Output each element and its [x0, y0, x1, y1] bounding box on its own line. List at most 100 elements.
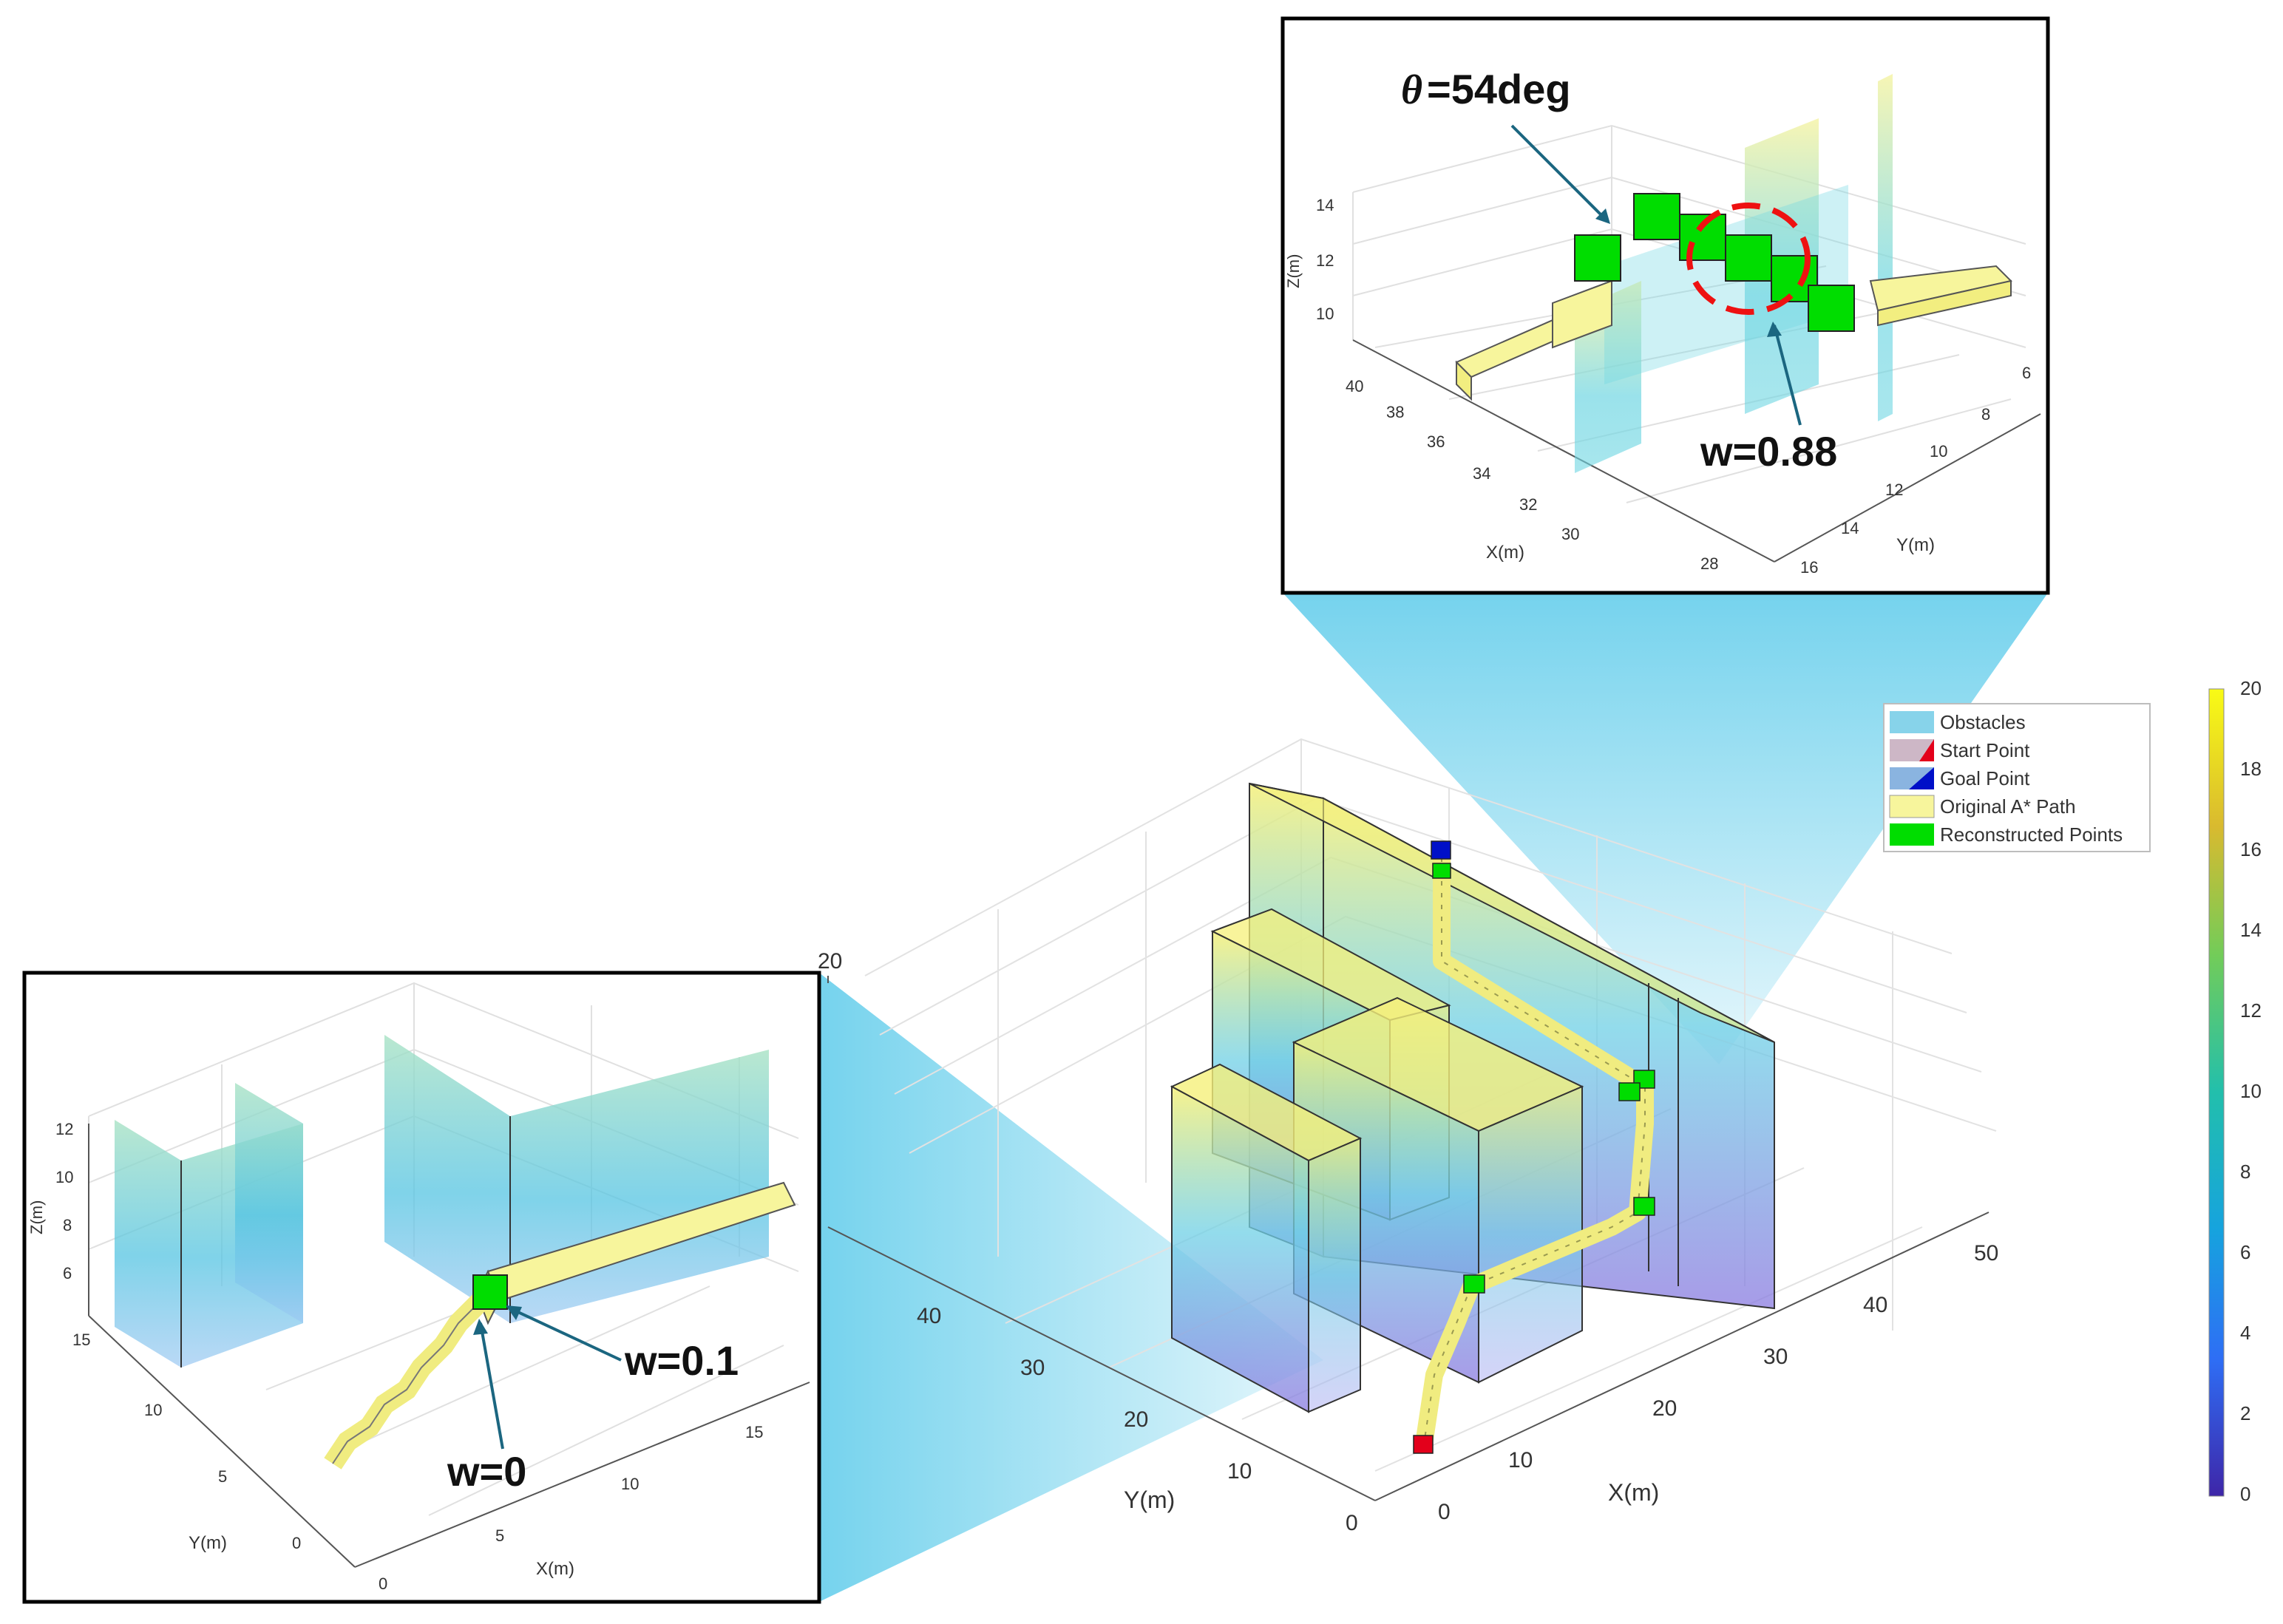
colorbar-tick: 12: [2240, 999, 2262, 1022]
goal-point-marker: [1431, 840, 1451, 860]
legend-label: Goal Point: [1940, 767, 2030, 789]
reconstructed-point: [1808, 285, 1855, 332]
reconstructed-point: [472, 1274, 508, 1310]
theta-arrow: [1510, 124, 1609, 223]
main-path: [1413, 840, 1655, 1454]
x-tick: 38: [1386, 403, 1404, 421]
y-tick: 0: [1346, 1511, 1358, 1535]
main-y-axis-label: Y(m): [1124, 1487, 1175, 1513]
x-tick: 30: [1561, 525, 1579, 543]
path-cube: [1552, 279, 1612, 349]
colorbar-tick: 8: [2240, 1161, 2250, 1183]
reconstructed-point: [1633, 1197, 1655, 1216]
w-arrow: [1773, 325, 1802, 426]
y-tick: 15: [72, 1331, 90, 1349]
theta-label: θ: [1401, 67, 1422, 113]
x-tick: 50: [1974, 1241, 1998, 1265]
w-arrow-1: [509, 1307, 622, 1362]
legend-label: Original A* Path: [1940, 795, 2076, 818]
x-tick: 34: [1473, 464, 1490, 483]
inset-top-z-label: Z(m): [1284, 254, 1303, 288]
w-label-2: w=0: [447, 1448, 526, 1495]
colorbar: 20 18 16 14 12 10 8 6 4 2 0: [2208, 677, 2262, 1505]
y-tick: 8: [1981, 405, 1990, 424]
legend-item-goal: Goal Point: [1890, 767, 2030, 789]
path-cube: [1877, 279, 2012, 327]
legend-item-obstacles: Obstacles: [1890, 711, 2026, 733]
w-arrow-head: [1767, 322, 1782, 337]
inset-left-y-label: Y(m): [189, 1533, 227, 1553]
reconstructed-point: [1618, 1082, 1641, 1101]
callout-beam-left: [819, 973, 1323, 1602]
z-tick-top: 20: [818, 949, 842, 974]
y-tick: 6: [2022, 364, 2031, 382]
original-path: [1414, 857, 1654, 1450]
x-tick: 15: [745, 1423, 763, 1441]
inset-top-y-label: Y(m): [1896, 535, 1935, 555]
path-cube: [1456, 360, 1472, 401]
z-tick: 12: [55, 1120, 73, 1138]
x-tick: 32: [1519, 495, 1537, 514]
x-tick: 20: [1652, 1396, 1677, 1421]
inset-top-reconstructed: [1574, 193, 1855, 332]
start-point-marker: [1413, 1435, 1434, 1454]
legend-label: Start Point: [1940, 739, 2030, 761]
inset-left-x-label: X(m): [536, 1559, 574, 1579]
inset-top-axes: [1352, 339, 2041, 563]
inset-top-x-label: X(m): [1486, 543, 1524, 563]
colorbar-tick: 6: [2240, 1241, 2250, 1263]
legend-label: Obstacles: [1940, 711, 2026, 733]
colorbar-tick: 2: [2240, 1402, 2250, 1424]
w-arrow-1-head: [506, 1305, 522, 1320]
z-tick: 10: [1316, 305, 1334, 323]
inset-top-wall: [1604, 185, 1848, 384]
z-tick: 12: [1316, 251, 1334, 270]
highlight-ellipse: [1686, 203, 1811, 315]
inset-left: w=0.1 w=0 Z(m) 12 10 8 6 15 10 5 0 Y(m) …: [22, 971, 821, 1604]
colorbar-tick: 16: [2240, 838, 2262, 860]
x-tick: 30: [1763, 1345, 1788, 1369]
y-tick: 10: [144, 1401, 162, 1419]
legend-item-original-path: Original A* Path: [1889, 795, 2076, 818]
inset-left-path: [324, 1181, 796, 1470]
main-plot: 0 10 20 30 40 50 0 10 20 30 40 20 X(m) Y…: [818, 738, 1998, 1535]
callout-beam-top: [1283, 593, 2048, 1064]
z-tick: 14: [1316, 196, 1334, 214]
y-tick: 10: [1227, 1459, 1252, 1484]
legend-swatch-triangle: [1909, 767, 1934, 789]
main-axes: [827, 976, 1989, 1501]
x-tick: 10: [1508, 1448, 1533, 1472]
colorbar-tick: 20: [2240, 677, 2262, 699]
inset-left-wall: [384, 1035, 510, 1323]
z-tick: 8: [63, 1216, 72, 1234]
obstacle-block-front-left: [1170, 1063, 1363, 1413]
legend-swatch: [1890, 711, 1934, 733]
y-tick: 20: [1124, 1407, 1148, 1432]
reconstructed-point: [1574, 234, 1621, 282]
reconstructed-point: [1725, 234, 1772, 282]
y-tick: 10: [1930, 442, 1947, 461]
x-tick: 28: [1700, 554, 1718, 573]
legend-item-reconstructed: Reconstructed Points: [1890, 823, 2123, 846]
colorbar-tick: 10: [2240, 1080, 2262, 1102]
colorbar-tick: 0: [2240, 1483, 2250, 1505]
x-tick: 40: [1863, 1293, 1887, 1317]
colorbar-gradient: [2208, 688, 2225, 1497]
y-tick: 5: [218, 1467, 227, 1486]
colorbar-tick: 14: [2240, 919, 2262, 941]
legend-swatch: [1889, 795, 1935, 818]
legend: Obstacles Start Point Goal Point Origina…: [1883, 703, 2151, 852]
legend-swatch-triangle: [1919, 739, 1934, 761]
inset-top-path: [1455, 265, 2012, 401]
x-tick: 5: [495, 1526, 504, 1545]
w-label-1: w=0.1: [624, 1337, 739, 1384]
w-label: w=0.88: [1700, 428, 1837, 475]
x-tick: 40: [1346, 377, 1363, 395]
reconstructed-point: [1463, 1274, 1485, 1294]
w-arrow-2-head: [473, 1319, 488, 1335]
main-y-ticks: 0 10 20 30 40: [917, 1304, 1358, 1535]
reconstructed-point: [1633, 1070, 1655, 1089]
theta-value: =54deg: [1427, 66, 1571, 112]
theta-arrow-head: [1595, 208, 1610, 224]
